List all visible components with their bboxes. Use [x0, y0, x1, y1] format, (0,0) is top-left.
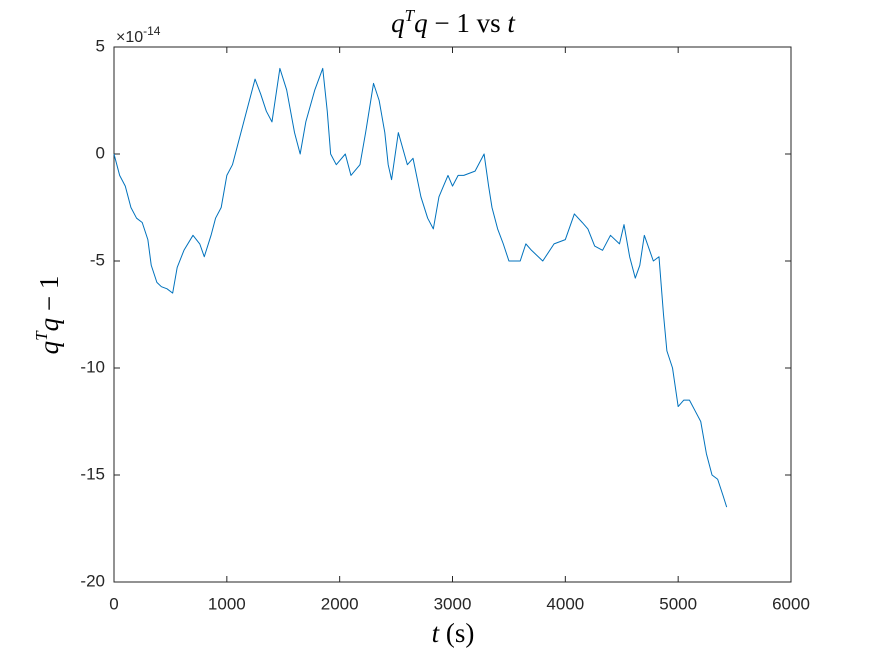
x-tick-label: 0 [109, 594, 118, 613]
y-exponent: ×10-14 [116, 24, 161, 46]
y-tick-label: 5 [96, 36, 105, 55]
x-tick-label: 3000 [434, 594, 472, 613]
x-tick-label: 5000 [659, 594, 697, 613]
y-tick-label: -15 [80, 464, 105, 483]
x-tick-label: 2000 [321, 594, 359, 613]
y-tick-label: 0 [96, 143, 105, 162]
y-tick-label: -10 [80, 357, 105, 376]
x-axis-label: t (s) [432, 618, 475, 648]
x-tick-label: 1000 [208, 594, 246, 613]
y-tick-label: -5 [90, 250, 105, 269]
y-tick-label: -20 [80, 571, 105, 590]
plot-frame [113, 46, 792, 583]
y-axis-label: qTq − 1 [32, 276, 64, 355]
x-tick-label: 6000 [772, 594, 810, 613]
chart-title: qTq − 1 vs t [391, 6, 516, 38]
x-tick-label: 4000 [546, 594, 584, 613]
data-line [113, 67, 728, 508]
